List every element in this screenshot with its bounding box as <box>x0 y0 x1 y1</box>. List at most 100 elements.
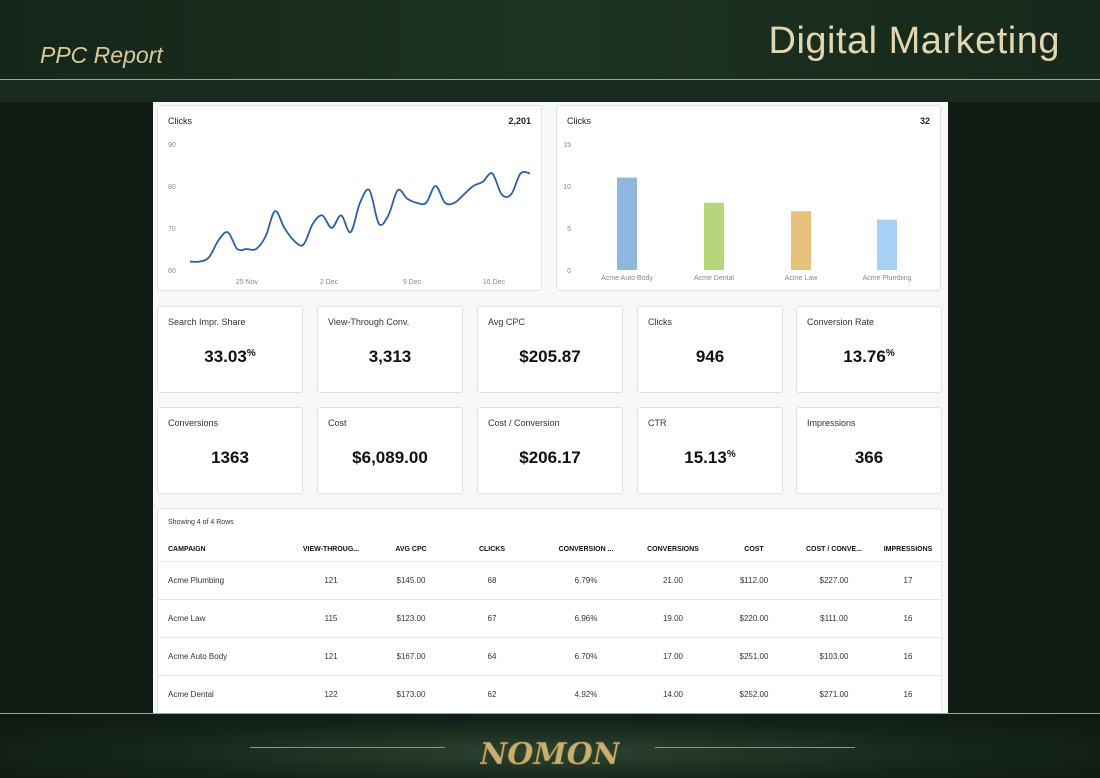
column-header[interactable]: Clicks <box>478 546 506 554</box>
kpi-label: CTR <box>648 418 667 428</box>
y-tick-label: 60 <box>168 268 176 275</box>
kpi-number: 1363 <box>211 448 249 467</box>
y-tick-label: 10 <box>563 184 571 191</box>
table-cell: $251.00 <box>715 636 793 675</box>
kpi-suffix: % <box>246 348 256 359</box>
kpi-value: 15.13% <box>638 448 782 468</box>
campaign-name-cell: Acme Dental <box>158 674 283 713</box>
table-cell: 64 <box>443 636 541 675</box>
table-cell: $167.00 <box>379 636 443 675</box>
kpi-label: Clicks <box>648 317 672 327</box>
x-tick-label: 25 Nov <box>236 279 259 286</box>
kpi-number: 946 <box>695 347 725 366</box>
column-header[interactable]: Avg CPC <box>395 546 427 554</box>
table-cell: 62 <box>443 674 541 713</box>
report-label: PPC Report <box>40 42 163 68</box>
kpi-value: 13.76% <box>797 347 941 367</box>
column-header[interactable]: Cost <box>744 546 764 554</box>
table-cell: 21.00 <box>631 560 715 599</box>
footer-divider <box>0 713 1100 714</box>
kpi-card: Avg CPC $205.87 <box>477 306 623 393</box>
table-cell: $123.00 <box>379 598 443 637</box>
kpi-value: 366 <box>797 448 941 468</box>
kpi-value: $206.17 <box>478 448 622 468</box>
line-chart: 60 70 80 90 25 Nov 2 Dec 9 Dec 16 Dec <box>168 142 531 286</box>
table-row: Acme Plumbing 121 $145.00 68 6.79% 21.00 $112.… <box>158 560 941 599</box>
kpi-value: 33.03% <box>158 347 302 367</box>
y-tick-label: 80 <box>168 184 176 191</box>
kpi-number: $6,089.00 <box>352 448 428 467</box>
x-tick-label: Acme Auto Body <box>601 275 653 282</box>
column-header[interactable]: Cost / Conve... <box>805 546 862 554</box>
table-cell: 121 <box>283 560 379 599</box>
kpi-label: Avg CPC <box>488 317 525 327</box>
column-header[interactable]: Conversions <box>647 546 699 554</box>
table-cell: 121 <box>283 636 379 675</box>
table-cell: 17.00 <box>631 636 715 675</box>
x-tick-label: 2 Dec <box>320 279 339 286</box>
table-cell: 16 <box>875 636 941 675</box>
bar-chart-total: 32 <box>919 116 930 126</box>
table-cell: 6.79% <box>541 560 631 599</box>
line-chart-card: 60 70 80 90 25 Nov 2 Dec 9 Dec 16 Dec Clicks 2,… <box>157 105 542 291</box>
line-chart-total: 2,201 <box>508 116 531 126</box>
kpi-card: Conversion Rate 13.76% <box>796 306 942 393</box>
bar[interactable] <box>704 202 724 270</box>
column-header[interactable]: Campaign <box>168 546 206 554</box>
campaign-table-card: Showing 4 of 4 Rows Campaign View-Throug.… <box>157 508 942 713</box>
table-cell: $271.00 <box>793 674 875 713</box>
column-header[interactable]: Conversion ... <box>558 546 614 554</box>
y-tick-label: 70 <box>168 226 176 233</box>
table-cell: $111.00 <box>793 598 875 637</box>
kpi-card: Conversions 1363 <box>157 407 303 494</box>
x-tick-label: 9 Dec <box>403 279 422 286</box>
bar[interactable] <box>791 211 811 270</box>
kpi-number: $206.17 <box>519 448 581 467</box>
kpi-card: CTR 15.13% <box>637 407 783 494</box>
campaign-table: Campaign View-Throug... Avg CPC Clicks Conve… <box>158 539 941 713</box>
kpi-number: 33.03 <box>204 347 247 366</box>
column-header[interactable]: View-Throug... <box>302 546 360 554</box>
table-row: Acme Auto Body 121 $167.00 64 6.70% 17.00 $251… <box>158 636 941 675</box>
footer-background <box>0 714 1100 778</box>
kpi-label: View-Through Conv. <box>328 317 410 327</box>
bar-chart-card: 0 5 10 15 Acme Auto Body Acme Dental Acme Law A… <box>556 105 941 291</box>
brand-logo: NOMON <box>480 737 620 771</box>
kpi-number: 13.76 <box>843 347 886 366</box>
campaign-name-cell: Acme Plumbing <box>158 560 283 599</box>
table-cell: 4.92% <box>541 674 631 713</box>
kpi-card: Cost / Conversion $206.17 <box>477 407 623 494</box>
table-header-row: Campaign View-Throug... Avg CPC Clicks Conve… <box>158 539 941 561</box>
x-tick-label: Acme Dental <box>694 275 735 282</box>
dashboard: 60 70 80 90 25 Nov 2 Dec 9 Dec 16 Dec Clicks 2,… <box>153 102 948 713</box>
table-cell: 14.00 <box>631 674 715 713</box>
table-cell: $252.00 <box>715 674 793 713</box>
kpi-number: $205.87 <box>519 347 581 366</box>
kpi-value: $6,089.00 <box>318 448 462 468</box>
bar[interactable] <box>617 177 637 270</box>
page-title: Digital Marketing <box>768 20 1060 62</box>
bar[interactable] <box>877 219 897 270</box>
kpi-label: Conversions <box>168 418 219 428</box>
kpi-card: Impressions 366 <box>796 407 942 494</box>
kpi-label: Conversion Rate <box>807 317 875 327</box>
table-cell: 67 <box>443 598 541 637</box>
kpi-number: 3,313 <box>368 347 412 366</box>
header-divider <box>0 79 1100 80</box>
table-cell: 17 <box>875 560 941 599</box>
clicks-line <box>189 170 531 263</box>
y-tick-label: 15 <box>563 142 571 149</box>
rows-info: Showing 4 of 4 Rows <box>168 519 234 526</box>
column-header[interactable]: Impressions <box>883 546 933 554</box>
kpi-label: Cost <box>328 418 347 428</box>
table-cell: 115 <box>283 598 379 637</box>
kpi-value: 1363 <box>158 448 302 468</box>
y-tick-label: 5 <box>567 226 571 233</box>
table-cell: $112.00 <box>715 560 793 599</box>
footer-line-right <box>655 747 855 748</box>
kpi-label: Search Impr. Share <box>168 317 246 327</box>
kpi-card: Search Impr. Share 33.03% <box>157 306 303 393</box>
table-cell: 16 <box>875 598 941 637</box>
kpi-label: Impressions <box>807 418 856 428</box>
bar-chart-title: Clicks <box>567 116 591 126</box>
